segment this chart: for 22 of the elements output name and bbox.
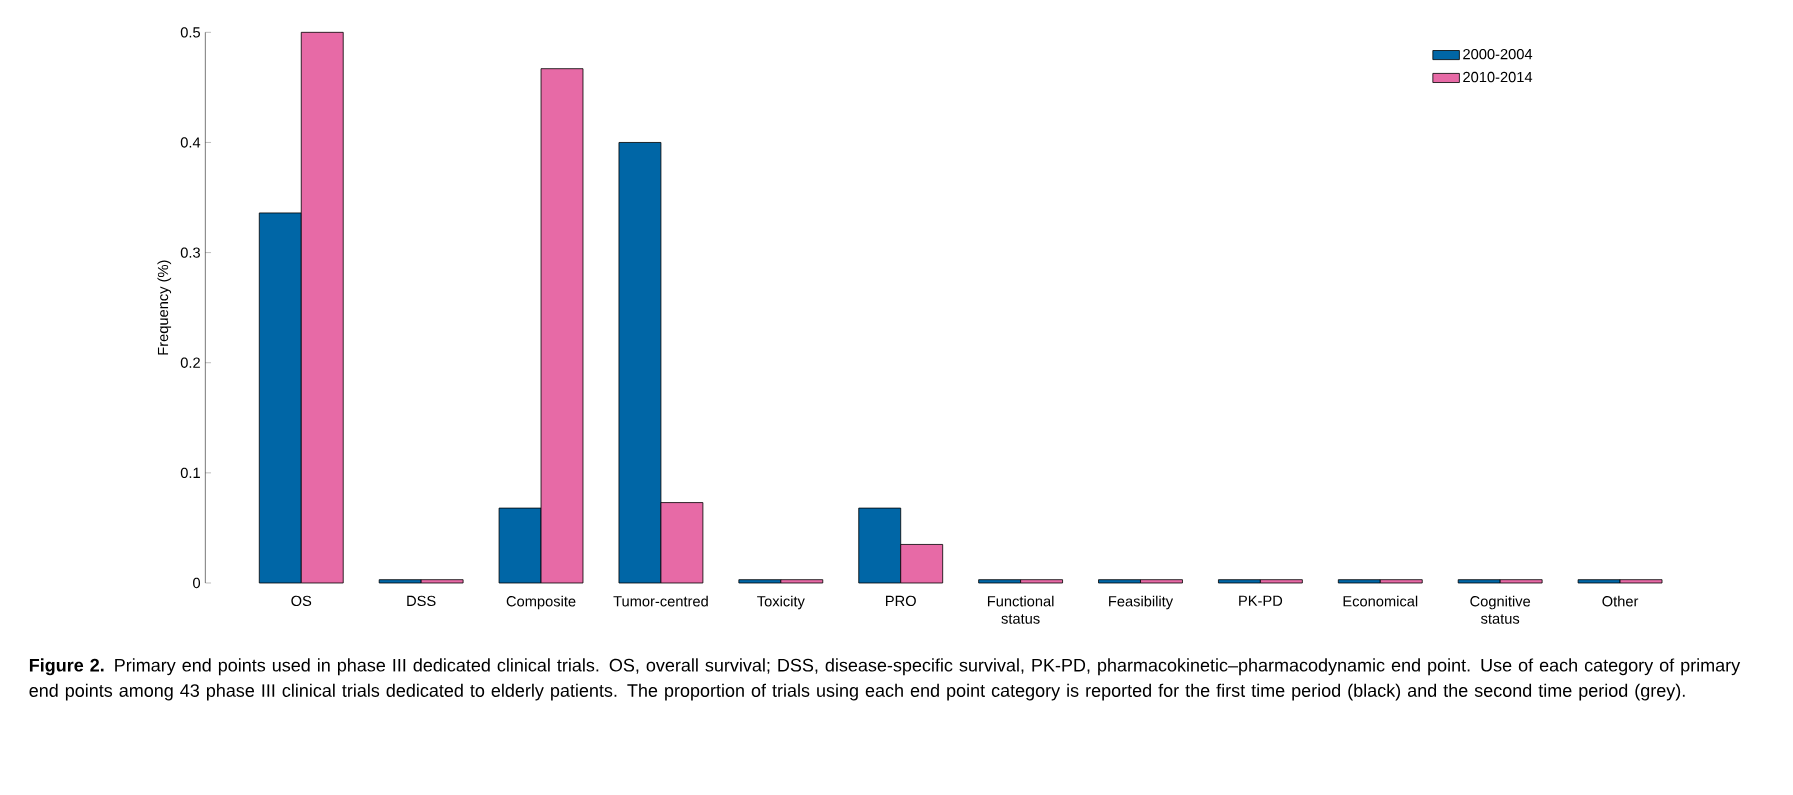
x-tick-label: PRO (886, 595, 916, 607)
y-tick-label: 0 (193, 577, 201, 589)
x-tick-label: Other (1602, 595, 1639, 607)
x-tick-label: Cognitive status (1470, 595, 1531, 624)
y-tick-label: 0.2 (180, 357, 200, 368)
x-tick-label: Economical (1343, 595, 1418, 607)
x-tick-label: Functional status (987, 595, 1054, 624)
x-tick-label: OS (291, 595, 312, 607)
x-tick-label: Feasibility (1109, 595, 1174, 610)
y-tick-label: 0.1 (180, 467, 200, 479)
y-axis-title: Frequency (%) (157, 260, 172, 355)
x-tick-label: Composite (506, 595, 576, 610)
x-tick-label: Tumor-centred (613, 595, 708, 607)
legend-label: 2010-2014 (1463, 71, 1533, 83)
text: Figure 2. Primary end points used in phase III dedicated clinical trials. OS, overall survival; DSS, disease-specific survival, PK-PD, pharmacokinetic–pharmacodynamic end point. Use of each category of primary end points among 43 phase III clinical trials dedicated to elderly patients. The proportion of trials using each end point category is reported for the first time period (black) and the second time period (grey). (29, 658, 1741, 701)
legend-label: 2000-2004 (1463, 48, 1533, 60)
x-tick-label: Toxicity (757, 595, 805, 610)
x-tick-label: PK-PD (1239, 595, 1283, 606)
x-tick-label: DSS (407, 595, 436, 607)
y-tick-label: 0.5 (180, 27, 200, 38)
y-tick-label: 0.4 (180, 137, 201, 148)
y-tick-label: 0.3 (180, 247, 200, 258)
